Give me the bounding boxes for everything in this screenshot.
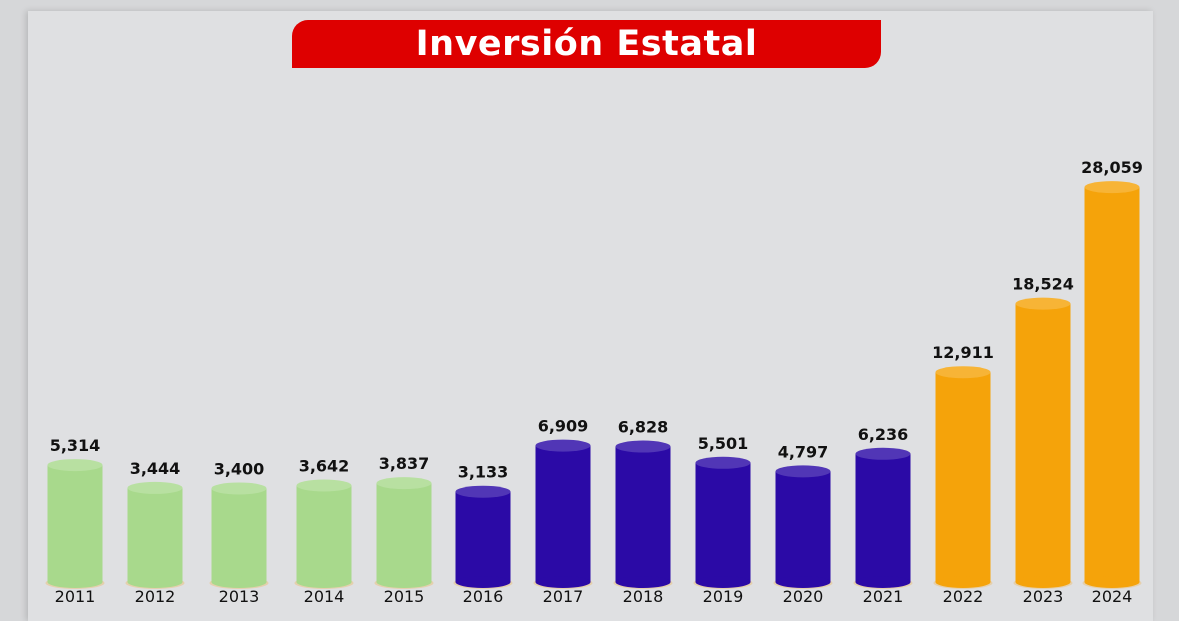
x-tick-label: 2021 xyxy=(863,587,904,606)
bar-2013 xyxy=(211,488,267,582)
bar-2017 xyxy=(535,445,591,582)
bar-bottom xyxy=(455,576,511,588)
bar-2021 xyxy=(855,453,911,582)
x-tick-label: 2018 xyxy=(623,587,664,606)
bar-top xyxy=(376,477,432,490)
bar-bottom xyxy=(615,576,671,588)
value-label: 18,524 xyxy=(1012,275,1074,294)
x-tick-label: 2017 xyxy=(543,587,584,606)
value-label: 6,909 xyxy=(538,417,589,436)
value-label: 6,828 xyxy=(618,418,669,437)
x-tick-label: 2022 xyxy=(943,587,984,606)
bar-bottom xyxy=(1084,576,1140,588)
bar-bottom xyxy=(775,576,831,588)
bar-bottom xyxy=(535,576,591,588)
bar-2016 xyxy=(455,491,511,582)
value-label: 5,501 xyxy=(698,434,749,453)
value-label: 4,797 xyxy=(778,442,829,461)
bar-2019 xyxy=(695,462,751,582)
x-tick-label: 2016 xyxy=(463,587,504,606)
bar-2024 xyxy=(1084,187,1140,582)
bar-2018 xyxy=(615,446,671,582)
bar-2014 xyxy=(296,485,352,582)
bar-top xyxy=(1015,297,1071,310)
bar-2015 xyxy=(376,483,432,582)
bar-top xyxy=(1084,181,1140,194)
bar-bottom xyxy=(695,576,751,588)
value-label: 28,059 xyxy=(1081,158,1143,177)
x-tick-label: 2024 xyxy=(1092,587,1133,606)
bar-top xyxy=(455,485,511,498)
value-label: 6,236 xyxy=(858,425,909,444)
bar-bottom xyxy=(935,576,991,588)
x-tick-label: 2014 xyxy=(304,587,345,606)
bar-2011 xyxy=(47,465,103,582)
bar-bottom xyxy=(1015,576,1071,588)
value-label: 12,911 xyxy=(932,343,994,362)
value-label: 3,400 xyxy=(214,459,265,478)
bar-2022 xyxy=(935,372,991,582)
bar-top xyxy=(695,456,751,469)
value-label: 3,444 xyxy=(130,459,181,478)
value-label: 3,837 xyxy=(379,454,430,473)
x-tick-label: 2023 xyxy=(1023,587,1064,606)
value-label: 5,314 xyxy=(50,436,101,455)
bar-2012 xyxy=(127,487,183,582)
bar-top xyxy=(211,482,267,495)
bar-top xyxy=(47,459,103,472)
bar-top xyxy=(935,366,991,379)
bar-top xyxy=(296,479,352,492)
bar-bottom xyxy=(296,576,352,588)
bar-bottom xyxy=(127,576,183,588)
bar-top xyxy=(775,465,831,478)
bar-2020 xyxy=(775,471,831,582)
bar-bottom xyxy=(211,576,267,588)
x-tick-label: 2013 xyxy=(219,587,260,606)
bar-top xyxy=(855,447,911,460)
x-tick-label: 2012 xyxy=(135,587,176,606)
x-tick-label: 2019 xyxy=(703,587,744,606)
value-label: 3,642 xyxy=(299,456,350,475)
chart-title: Inversión Estatal xyxy=(292,20,881,68)
bar-top xyxy=(127,481,183,494)
bar-bottom xyxy=(855,576,911,588)
bar-bottom xyxy=(47,576,103,588)
x-tick-label: 2011 xyxy=(55,587,96,606)
bar-2023 xyxy=(1015,303,1071,582)
value-label: 3,133 xyxy=(458,463,509,482)
x-tick-label: 2015 xyxy=(384,587,425,606)
x-tick-label: 2020 xyxy=(783,587,824,606)
bar-top xyxy=(615,440,671,453)
bar-bottom xyxy=(376,576,432,588)
bar-top xyxy=(535,439,591,452)
